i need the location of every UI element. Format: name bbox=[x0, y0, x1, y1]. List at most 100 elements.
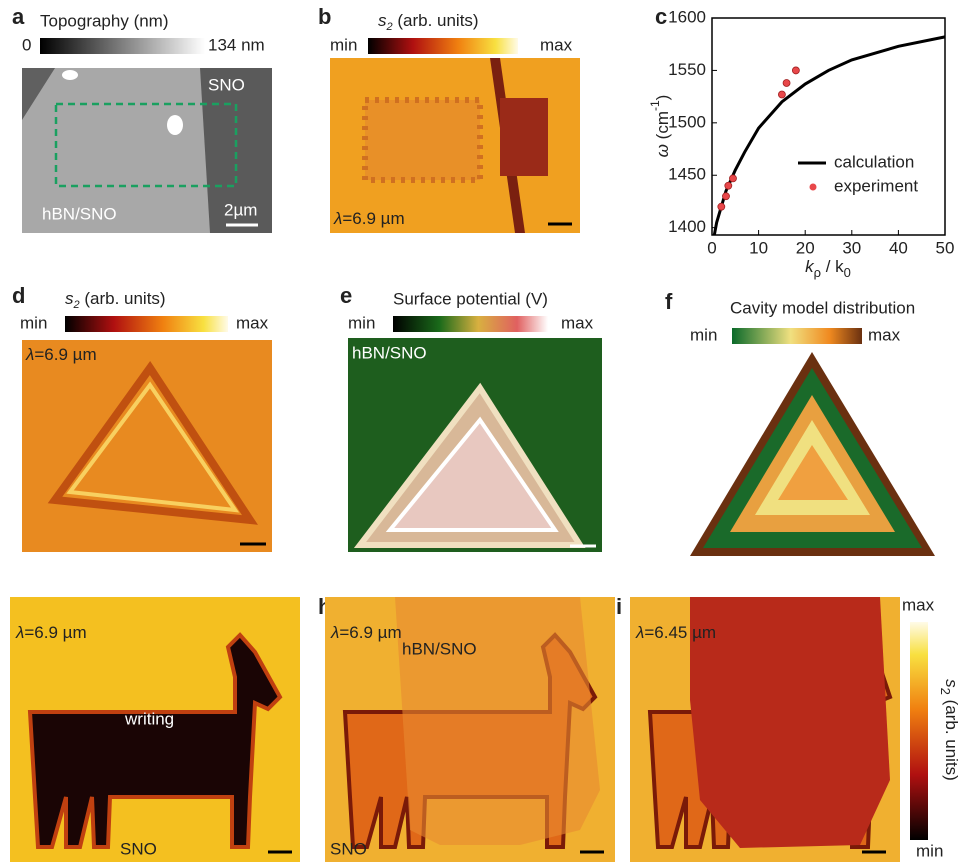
point bbox=[724, 181, 733, 190]
label-part: ω bbox=[653, 144, 672, 157]
colorbar-min: min bbox=[330, 35, 357, 54]
plot-frame bbox=[711, 17, 946, 236]
region-label: SNO bbox=[208, 75, 245, 94]
symbol: λ bbox=[333, 209, 342, 228]
label-part: k bbox=[805, 257, 815, 276]
colorbar bbox=[393, 316, 548, 332]
region-label: hBN/SNO bbox=[402, 639, 477, 658]
point bbox=[778, 90, 786, 99]
colorbar-min: min bbox=[20, 313, 47, 332]
wavelength: λ=6.9 µm bbox=[330, 623, 402, 642]
colorbar-min: min bbox=[690, 325, 717, 344]
point bbox=[722, 192, 730, 201]
colorbar-title: s2 (arb. units) bbox=[378, 11, 479, 32]
image bbox=[348, 338, 602, 552]
text: =6.45 µm bbox=[644, 623, 716, 642]
image bbox=[630, 597, 900, 862]
colorbar-title: Surface potential (V) bbox=[393, 289, 548, 308]
symbol: λ bbox=[15, 623, 24, 642]
y-tick-label: 1600 bbox=[668, 7, 706, 26]
text: (arb. units) bbox=[80, 289, 166, 308]
colorbar bbox=[732, 328, 862, 344]
label-part: / k bbox=[821, 257, 844, 276]
wavelength: λ=6.9 µm bbox=[25, 345, 97, 364]
x-tick-label: 10 bbox=[749, 238, 768, 257]
label-part: 0 bbox=[844, 265, 851, 280]
colorbar bbox=[368, 38, 518, 54]
text: =6.9 µm bbox=[34, 345, 96, 364]
colorbar bbox=[40, 38, 205, 54]
label-part: -1 bbox=[648, 100, 662, 111]
subscript: 2 bbox=[938, 688, 953, 695]
colorbar bbox=[910, 622, 928, 840]
y-tick-label: 1400 bbox=[668, 217, 706, 236]
scale-label: 2µm bbox=[224, 200, 257, 219]
symbol: s bbox=[378, 11, 387, 30]
y-tick-label: 1450 bbox=[668, 165, 706, 184]
text: (arb. units) bbox=[393, 11, 479, 30]
wavelength: λ=6.9 µm bbox=[15, 623, 87, 642]
label-part: ) bbox=[653, 95, 672, 101]
panel-label: c bbox=[655, 4, 667, 29]
image bbox=[325, 597, 615, 862]
colorbar-max: max bbox=[540, 35, 573, 54]
x-axis-label: kρ / k0 bbox=[805, 257, 851, 280]
y-tick-label: 1500 bbox=[668, 112, 706, 131]
colorbar-min: 0 bbox=[22, 35, 31, 54]
point bbox=[729, 174, 737, 183]
colorbar-title: s2 (arb. units) bbox=[65, 289, 166, 310]
wavelength: λ=6.9 µm bbox=[333, 209, 405, 228]
text: =6.9 µm bbox=[24, 623, 86, 642]
image bbox=[22, 68, 272, 233]
colorbar-max: max bbox=[902, 595, 935, 614]
colorbar-title: Topography (nm) bbox=[40, 11, 169, 30]
region-label: SNO bbox=[330, 839, 367, 858]
x-tick-label: 30 bbox=[842, 238, 861, 257]
point bbox=[717, 202, 726, 211]
x-tick-label: 0 bbox=[707, 238, 716, 257]
legend-label: experiment bbox=[834, 176, 918, 195]
wavelength: λ=6.45 µm bbox=[635, 623, 716, 642]
colorbar bbox=[65, 316, 228, 332]
text: =6.9 µm bbox=[342, 209, 404, 228]
legend-marker bbox=[809, 183, 817, 191]
region-label: writing bbox=[124, 709, 174, 728]
symbol: λ bbox=[635, 623, 644, 642]
label-part: (cm bbox=[653, 111, 672, 144]
colorbar-title: s2 (arb. units) bbox=[938, 679, 961, 781]
colorbar-title: Cavity model distribution bbox=[730, 298, 915, 317]
image bbox=[22, 340, 272, 552]
point bbox=[782, 79, 791, 87]
colorbar-max: max bbox=[868, 325, 901, 344]
text: (arb. units) bbox=[942, 695, 961, 781]
region-label: hBN/SNO bbox=[352, 343, 427, 362]
symbol: s bbox=[942, 679, 961, 688]
panel-label: d bbox=[12, 283, 25, 308]
colorbar-min: min bbox=[348, 313, 375, 332]
x-tick-label: 40 bbox=[889, 238, 908, 257]
subscript: 2 bbox=[73, 299, 80, 311]
image bbox=[330, 58, 580, 233]
panel-label: e bbox=[340, 283, 352, 308]
image bbox=[690, 352, 935, 556]
panel-label: i bbox=[616, 594, 622, 619]
y-tick-label: 1550 bbox=[668, 60, 706, 79]
symbol: λ bbox=[25, 345, 34, 364]
colorbar-max: max bbox=[236, 313, 269, 332]
panel-label: f bbox=[665, 289, 673, 314]
colorbar-max: max bbox=[561, 313, 594, 332]
region-label: SNO bbox=[120, 839, 157, 858]
label-part: ρ bbox=[814, 265, 821, 280]
y-axis-label: ω (cm-1) bbox=[648, 95, 672, 158]
symbol: s bbox=[65, 289, 74, 308]
line bbox=[712, 35, 946, 236]
colorbar-max: 134 nm bbox=[208, 35, 265, 54]
region-label: hBN/SNO bbox=[42, 204, 117, 223]
point bbox=[791, 66, 800, 75]
colorbar-min: min bbox=[916, 841, 943, 860]
panel-label: a bbox=[12, 4, 25, 29]
text: =6.9 µm bbox=[339, 623, 401, 642]
symbol: λ bbox=[330, 623, 339, 642]
